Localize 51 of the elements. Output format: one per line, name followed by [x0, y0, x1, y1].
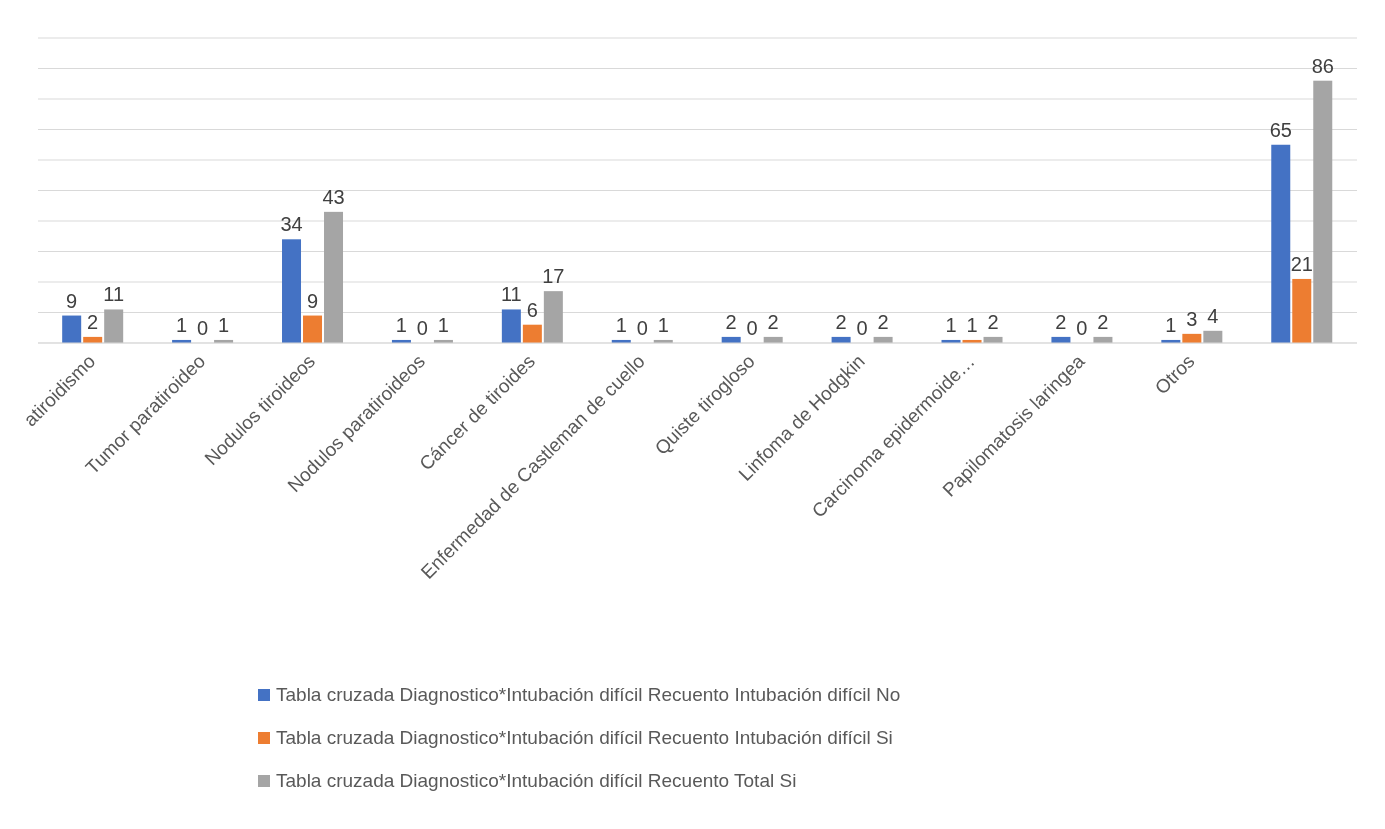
data-label: 65	[1269, 118, 1292, 141]
data-label: 2	[87, 310, 99, 333]
data-label: 1	[1165, 313, 1177, 336]
data-label: 0	[856, 317, 868, 339]
data-label: 2	[767, 310, 779, 333]
data-label: 17	[542, 265, 565, 288]
bar	[62, 315, 82, 343]
data-label: 11	[500, 283, 522, 306]
bar	[104, 309, 124, 343]
data-label: 2	[835, 310, 847, 333]
data-label: 1	[615, 313, 627, 336]
data-label: 3	[1186, 307, 1198, 330]
data-label: 1	[945, 313, 957, 336]
bar	[1313, 80, 1333, 343]
bar	[324, 211, 344, 343]
data-label: 4	[1207, 304, 1219, 327]
data-label: 1	[176, 313, 188, 336]
data-label: 1	[966, 313, 978, 336]
bar	[501, 309, 521, 343]
data-label: 0	[636, 317, 648, 339]
bar	[1203, 330, 1223, 343]
data-label: 2	[1055, 310, 1067, 333]
data-label: 2	[1097, 310, 1109, 333]
data-label: 2	[987, 310, 999, 333]
bar	[522, 324, 542, 343]
data-label: 9	[66, 289, 78, 312]
legend-label: Tabla cruzada Diagnostico*Intubación difícil Recuento Intubación difícil Si	[276, 726, 893, 749]
data-label: 43	[322, 185, 345, 208]
data-label: 1	[657, 313, 669, 336]
data-label: 0	[746, 317, 758, 339]
data-label: 9	[306, 289, 319, 312]
legend-label: Tabla cruzada Diagnostico*Intubación difícil Recuento Total Si	[276, 769, 797, 792]
data-label: 21	[1290, 252, 1313, 275]
bar	[1292, 278, 1312, 343]
bar	[1271, 144, 1291, 343]
bar	[543, 291, 563, 343]
bar	[303, 315, 323, 343]
legend-label: Tabla cruzada Diagnostico*Intubación difícil Recuento Intubación difícil No	[276, 683, 901, 706]
data-label: 1	[218, 313, 230, 336]
data-label: 2	[877, 310, 889, 333]
data-label: 2	[725, 310, 737, 333]
data-label: 86	[1311, 54, 1334, 77]
data-label: 0	[197, 317, 209, 339]
data-label: 1	[437, 313, 449, 336]
bar	[282, 239, 302, 343]
data-label: 0	[416, 317, 428, 339]
data-label: 6	[526, 298, 538, 321]
data-label: 34	[280, 213, 303, 236]
data-label: 11	[103, 283, 125, 306]
data-label: 1	[395, 313, 407, 336]
data-label: 0	[1076, 317, 1088, 339]
